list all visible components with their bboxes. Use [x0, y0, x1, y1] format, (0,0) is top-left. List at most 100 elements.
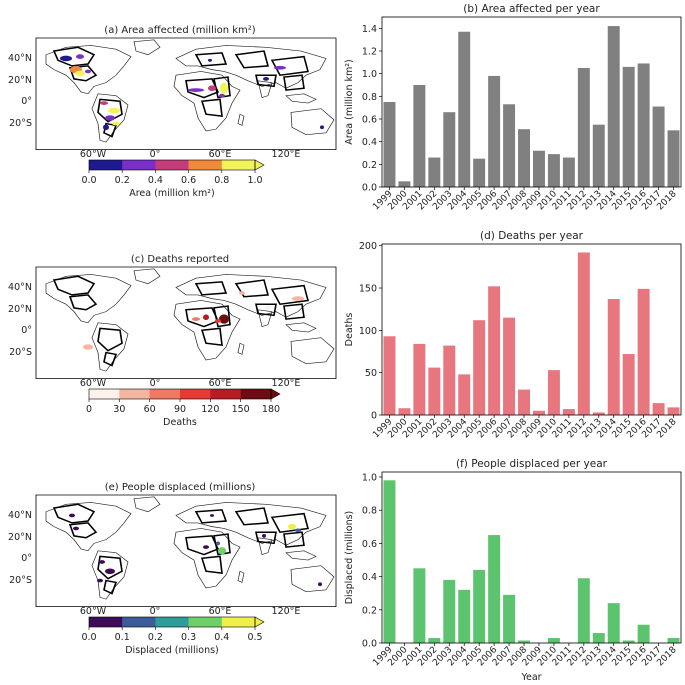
bar-2012	[577, 68, 590, 187]
colorbar-label: Displaced (millions)	[125, 645, 219, 656]
bar-2010	[547, 154, 560, 187]
lon-tick-e-1: 60°W	[80, 606, 107, 617]
bar-2001	[413, 343, 426, 415]
y-tick-label: 0.6	[362, 539, 377, 550]
bar-2007	[503, 317, 516, 415]
y-tick-label: 0.8	[362, 506, 377, 517]
chart-title: (f) People displaced per year	[456, 458, 608, 470]
colorbar-frame	[88, 616, 256, 628]
lat-tick-a-4: 20°S	[9, 118, 32, 129]
bar-2008	[518, 129, 531, 187]
colorbar-segment	[119, 389, 150, 399]
bar-2007	[503, 104, 516, 187]
bar-1999	[383, 336, 396, 415]
lon-tick-c-4: 120°E	[272, 378, 301, 389]
lon-tick-c-3: 60°E	[209, 378, 232, 389]
colorbar-tick-label: 150	[232, 404, 250, 415]
colorbar-tick-label: 0.2	[148, 632, 163, 643]
bar-chart-displaced-per-year: (f) People displaced per year 0.0 0.2 0.4 0.…	[344, 458, 682, 683]
lat-tick-c-1: 40°N	[8, 282, 32, 293]
bar-2002	[428, 367, 441, 415]
chart-title: (b) Area affected per year	[463, 3, 600, 15]
lat-tick-e-3: 0°	[21, 553, 32, 564]
colorbar-segment	[210, 389, 241, 399]
bar-2014	[607, 299, 620, 415]
lat-tick-e-4: 20°S	[9, 575, 32, 586]
colorbar-label: Area (million km²)	[129, 188, 215, 199]
lon-tick-c-2: 0°	[150, 378, 161, 389]
chart-title: (d) Deaths per year	[480, 230, 584, 242]
map-panel-c: (c) Deaths reported 40°N 20°N 0° 20°S 60…	[8, 254, 337, 389]
y-tick-label: 0.4	[362, 137, 377, 148]
plot-frame	[381, 243, 682, 416]
colorbar-tick-label: 0.2	[115, 175, 130, 186]
bar-2016	[637, 288, 650, 415]
bar-2006	[488, 75, 501, 187]
bar-2006	[488, 286, 501, 415]
bar-2001	[413, 85, 426, 187]
colorbar-tick-label: 90	[174, 404, 186, 415]
bar-chart-area-per-year: (b) Area affected per year 0.0 0.2 0.4 0.6 0.…	[344, 3, 682, 212]
lat-tick-e-2: 20°N	[8, 532, 32, 543]
lon-tick-a-1: 60°W	[80, 149, 107, 160]
bar-1999	[383, 480, 396, 643]
bar-2002	[428, 157, 441, 187]
lat-tick-a-3: 0°	[21, 96, 32, 107]
y-tick-label: 0.2	[362, 605, 377, 616]
bar-2008	[518, 389, 531, 415]
y-tick-label: 1.0	[362, 472, 377, 483]
bar-2009	[532, 410, 545, 415]
displaced-blobs	[69, 513, 322, 587]
colorbar-tick-label: 0.4	[148, 175, 163, 186]
bar-chart-deaths-per-year: (d) Deaths per year050100150200199920002…	[344, 230, 682, 440]
y-tick-label: 1.2	[362, 47, 377, 58]
colorbar-frame	[88, 159, 256, 171]
y-tick-label: 0.6	[362, 115, 377, 126]
colorbar-segment	[188, 617, 223, 627]
colorbar-displaced: 0.0 0.1 0.2 0.3 0.4 0.5 Displaced (millions)	[81, 616, 265, 656]
bar-2004	[458, 374, 471, 415]
bar-2003	[443, 579, 456, 643]
colorbar-tick-label: 120	[201, 404, 219, 415]
bar-2011	[562, 157, 575, 187]
bar-2015	[622, 640, 635, 643]
colorbar-tick-label: 0.6	[181, 175, 196, 186]
y-axis-label: Displaced (millions)	[344, 511, 355, 605]
deaths-blobs	[83, 291, 304, 350]
x-axis-label: Year	[520, 672, 541, 683]
plot-frame	[381, 16, 682, 188]
lon-tick-a-3: 60°E	[209, 149, 232, 160]
bar-2003	[443, 345, 456, 415]
y-tick-label: 1.4	[362, 24, 377, 35]
map-panel-a: (a) Area affected (million km²)	[8, 25, 337, 160]
map-panel-e: (e) People displaced (millions) 40	[8, 482, 337, 617]
lat-tick-c-3: 0°	[21, 325, 32, 336]
y-tick-label: 50	[365, 368, 377, 379]
y-tick-label: 0.0	[362, 183, 377, 194]
bar-2015	[622, 66, 635, 187]
y-tick-label: 150	[359, 284, 377, 295]
bar-2010	[547, 638, 560, 643]
colorbar-tick-label: 60	[144, 404, 156, 415]
lat-tick-a-1: 40°N	[8, 53, 32, 64]
colorbar-segment	[221, 617, 256, 627]
colorbar-segment	[188, 160, 223, 170]
bar-2004	[458, 589, 471, 643]
bar-2005	[473, 569, 486, 643]
bar-2018	[667, 638, 680, 643]
colorbar-segment	[122, 617, 156, 627]
bar-2013	[592, 412, 605, 415]
y-tick-label: 200	[359, 241, 377, 252]
colorbar-tick-label: 0	[86, 404, 92, 415]
bar-2011	[562, 409, 575, 415]
lon-tick-e-3: 60°E	[209, 606, 232, 617]
colorbar-tick-label: 0.1	[115, 632, 130, 643]
bar-2012	[577, 252, 590, 415]
bar-2006	[488, 535, 501, 643]
colorbar-deaths: 0 30 60 90 120 150 180 Deaths	[86, 388, 281, 428]
colorbar-tick-label: 0.0	[81, 175, 96, 186]
colorbar-segment	[180, 389, 211, 399]
bar-2009	[532, 150, 545, 187]
bar-2001	[413, 568, 426, 643]
